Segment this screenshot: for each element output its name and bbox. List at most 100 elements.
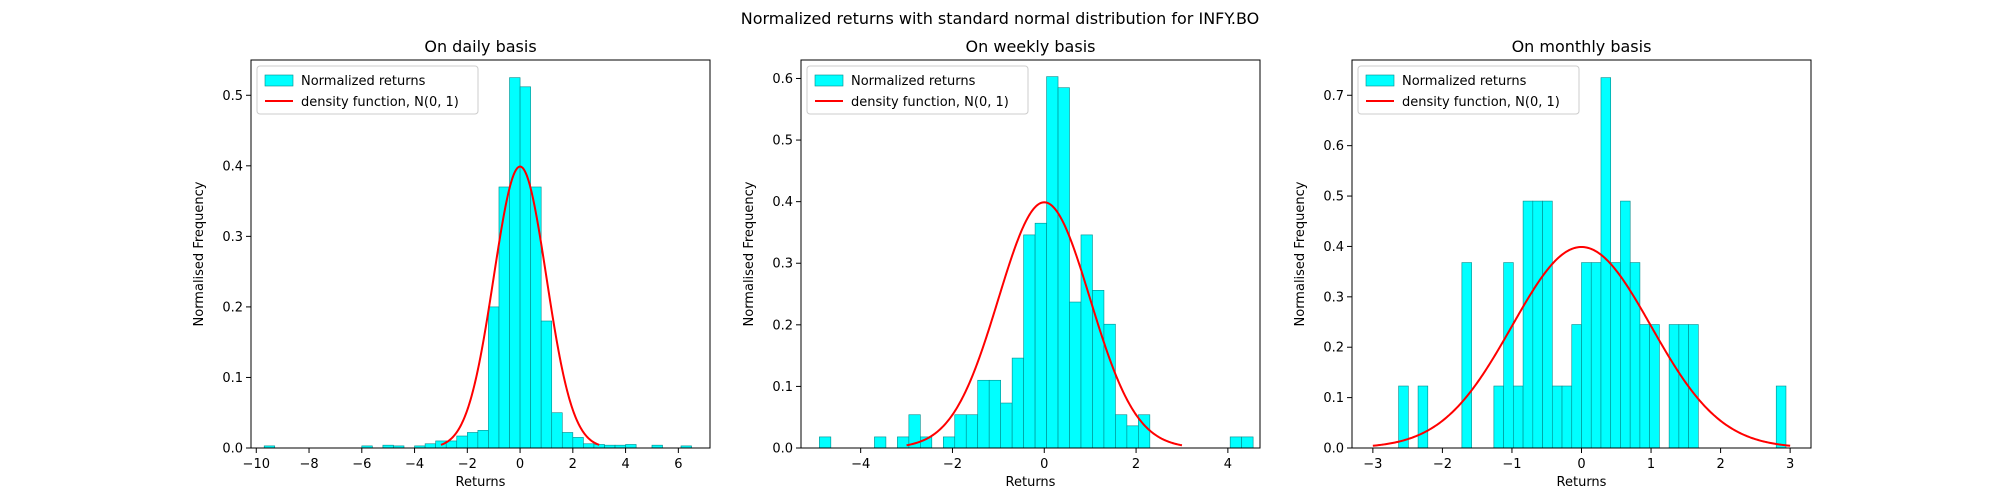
histogram-bar [1620,200,1631,449]
axes-frame [800,59,1261,449]
histogram-bar [519,86,531,449]
y-tick-label: 0.5 [222,89,243,104]
histogram-bar [1551,385,1563,449]
histogram-bar [874,436,887,449]
legend-label-curve: density function, N(0, 1) [851,95,1009,110]
x-tick-label: 4 [1224,457,1232,472]
histogram-bar [509,77,521,449]
y-tick-label: 0.5 [1323,190,1344,205]
y-tick-label: 0.1 [1323,391,1344,406]
histogram-bar [1057,87,1070,449]
histogram-bar [1581,262,1592,449]
legend-label-bars: Normalized returns [851,74,976,89]
histogram-bar [1610,262,1621,449]
histogram-bar [1080,234,1093,449]
histogram-bar [572,437,584,449]
figure-suptitle: Normalized returns with standard normal … [741,9,1260,28]
y-tick-label: 0.2 [772,318,793,333]
x-axis-label: Returns [1006,475,1056,490]
x-tick-label: −6 [352,457,371,472]
subplot-title: On weekly basis [966,37,1096,56]
histogram-bar [1561,385,1573,449]
histogram-bar [954,414,967,449]
x-tick-label: −2 [943,457,962,472]
y-tick-label: 0.0 [772,442,793,457]
histogram-bar [942,436,956,449]
x-tick-label: −2 [1433,457,1452,472]
legend-box [806,65,1029,115]
histogram-bar [1688,324,1699,449]
histogram-bar [1034,222,1047,449]
histogram-bar [540,320,553,449]
histogram-bar [1023,234,1036,449]
histogram-bar [551,412,563,449]
histogram-bar [424,443,436,449]
histogram-bars [1398,77,1787,449]
legend-swatch-bars [1365,74,1395,87]
x-tick-label: −2 [458,457,477,472]
x-tick-label: −8 [299,457,318,472]
y-tick-label: 0.1 [772,380,793,395]
histogram-bar [988,379,1001,449]
density-curve [440,165,600,446]
histogram-bar [625,444,637,449]
histogram-bar [1668,324,1680,449]
y-tick-label: 0.2 [1323,341,1344,356]
histogram-bar [488,306,500,449]
y-tick-label: 0.0 [222,442,243,457]
subplot-3: −3 −2 −1 0 1 2 3 0.0 0.1 0.2 0.3 0.4 0.5 0.6 0.7 On mon… [1293,37,1812,490]
histogram-bar [456,435,468,449]
legend-box [1357,65,1580,115]
histogram-bar [1115,414,1128,449]
x-tick-label: −4 [851,457,870,472]
axes-frame [250,59,711,449]
x-tick-label: 2 [1132,457,1140,472]
histogram-bar [965,414,979,449]
y-tick-label: 0.6 [1323,139,1344,154]
y-tick-label: 0.7 [1323,89,1344,104]
subplots: −10 −8 −6 −4 −2 0 2 4 60.00.10.20.30.40.5On dail… [192,37,1812,490]
y-tick-label: 0.3 [772,257,793,272]
histogram-bar [1000,402,1013,449]
y-axis-label: Normalised Frequency [1293,181,1308,326]
x-tick-label: −4 [405,457,424,472]
histogram-bar [1571,324,1582,449]
histogram-bar [498,186,510,449]
density-curve [1372,245,1791,447]
histogram-bars [819,76,1254,449]
x-tick-label: 1 [1647,457,1655,472]
histogram-bar [1639,324,1650,449]
histogram-bar [1493,385,1504,449]
histogram-bar [477,430,489,449]
y-tick-label: 0.3 [222,230,243,245]
y-tick-label: 0.4 [772,195,793,210]
histogram-bar [1503,262,1514,449]
x-tick-label: 0 [1040,457,1048,472]
histogram-bar [977,379,990,449]
y-tick-label: 0.1 [222,371,243,386]
x-tick-label: 3 [1786,457,1794,472]
subplot-1: −10 −8 −6 −4 −2 0 2 4 6 0.0 0.1 0.2 0.3 0.4 0.5 On dail… [192,37,711,490]
histogram-bar [1069,301,1082,449]
x-tick-label: 0 [1577,457,1585,472]
x-tick-label: 2 [569,457,577,472]
subplot-title: On daily basis [424,37,536,56]
histogram-bar [1417,385,1429,449]
y-tick-label: 0.0 [1323,442,1344,457]
legend-label-bars: Normalized returns [301,74,426,89]
x-axis-label: Returns [456,475,506,490]
legend-label-curve: density function, N(0, 1) [301,95,459,110]
x-tick-label: 2 [1716,457,1724,472]
y-tick-label: 0.4 [1323,240,1344,255]
histogram-bar [530,186,542,449]
legend-label-bars: Normalized returns [1402,74,1527,89]
y-axis-label: Normalised Frequency [192,181,207,326]
histogram-bar [1522,200,1534,449]
subplot-title: On monthly basis [1512,37,1652,56]
legend: Normalized returns density function, N(0,… [806,65,1029,115]
y-tick-label: 0.6 [772,72,793,87]
histogram-bar [1629,262,1641,449]
x-tick-label: 0 [516,457,524,472]
x-tick-label: 4 [621,457,629,472]
